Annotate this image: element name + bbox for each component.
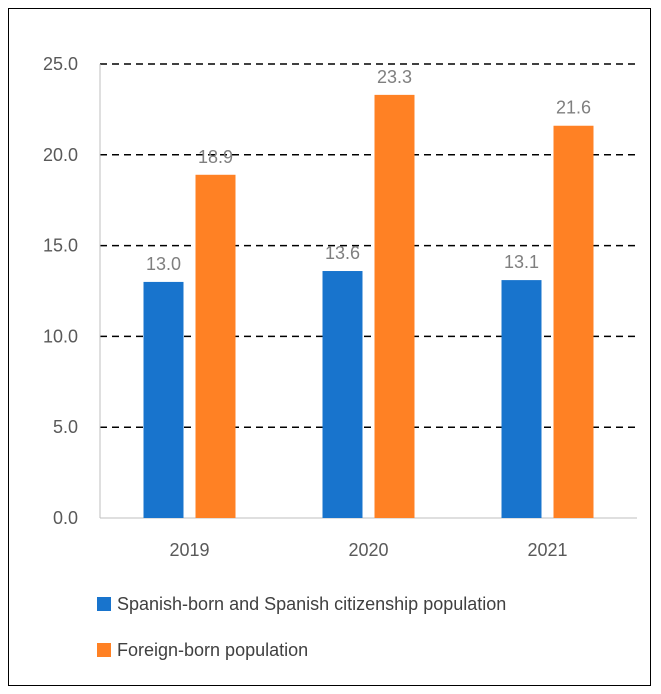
x-axis-ticks: 2019 2020 2021 <box>169 540 567 560</box>
x-tick-label: 2020 <box>348 540 388 560</box>
legend: Spanish-born and Spanish citizenship pop… <box>97 594 506 660</box>
data-label: 13.6 <box>325 243 360 263</box>
x-tick-label: 2021 <box>527 540 567 560</box>
bar-foreign-born-2019 <box>195 174 236 518</box>
legend-swatch <box>97 597 111 611</box>
y-tick-label: 20.0 <box>43 145 78 165</box>
data-label: 18.9 <box>198 147 233 167</box>
grid-lines <box>99 63 637 519</box>
bar-spanish-born-2021 <box>501 280 542 518</box>
bars <box>143 94 594 518</box>
data-label: 21.6 <box>556 98 591 118</box>
legend-swatch <box>97 643 111 657</box>
y-axis-ticks: 0.0 5.0 10.0 15.0 20.0 25.0 <box>43 54 78 528</box>
y-tick-label: 10.0 <box>43 326 78 346</box>
y-tick-label: 15.0 <box>43 236 78 256</box>
legend-label: Spanish-born and Spanish citizenship pop… <box>117 594 506 614</box>
y-tick-label: 25.0 <box>43 54 78 74</box>
bar-foreign-born-2020 <box>374 94 415 518</box>
y-tick-label: 5.0 <box>53 417 78 437</box>
data-label: 13.0 <box>146 254 181 274</box>
legend-label: Foreign-born population <box>117 640 308 660</box>
data-label: 23.3 <box>377 67 412 87</box>
bar-spanish-born-2019 <box>143 281 184 518</box>
data-label: 13.1 <box>504 252 539 272</box>
bar-foreign-born-2021 <box>553 125 594 518</box>
x-tick-label: 2019 <box>169 540 209 560</box>
y-tick-label: 0.0 <box>53 508 78 528</box>
data-labels: 13.0 18.9 13.6 23.3 13.1 21.6 <box>146 67 591 274</box>
bar-spanish-born-2020 <box>322 271 363 518</box>
